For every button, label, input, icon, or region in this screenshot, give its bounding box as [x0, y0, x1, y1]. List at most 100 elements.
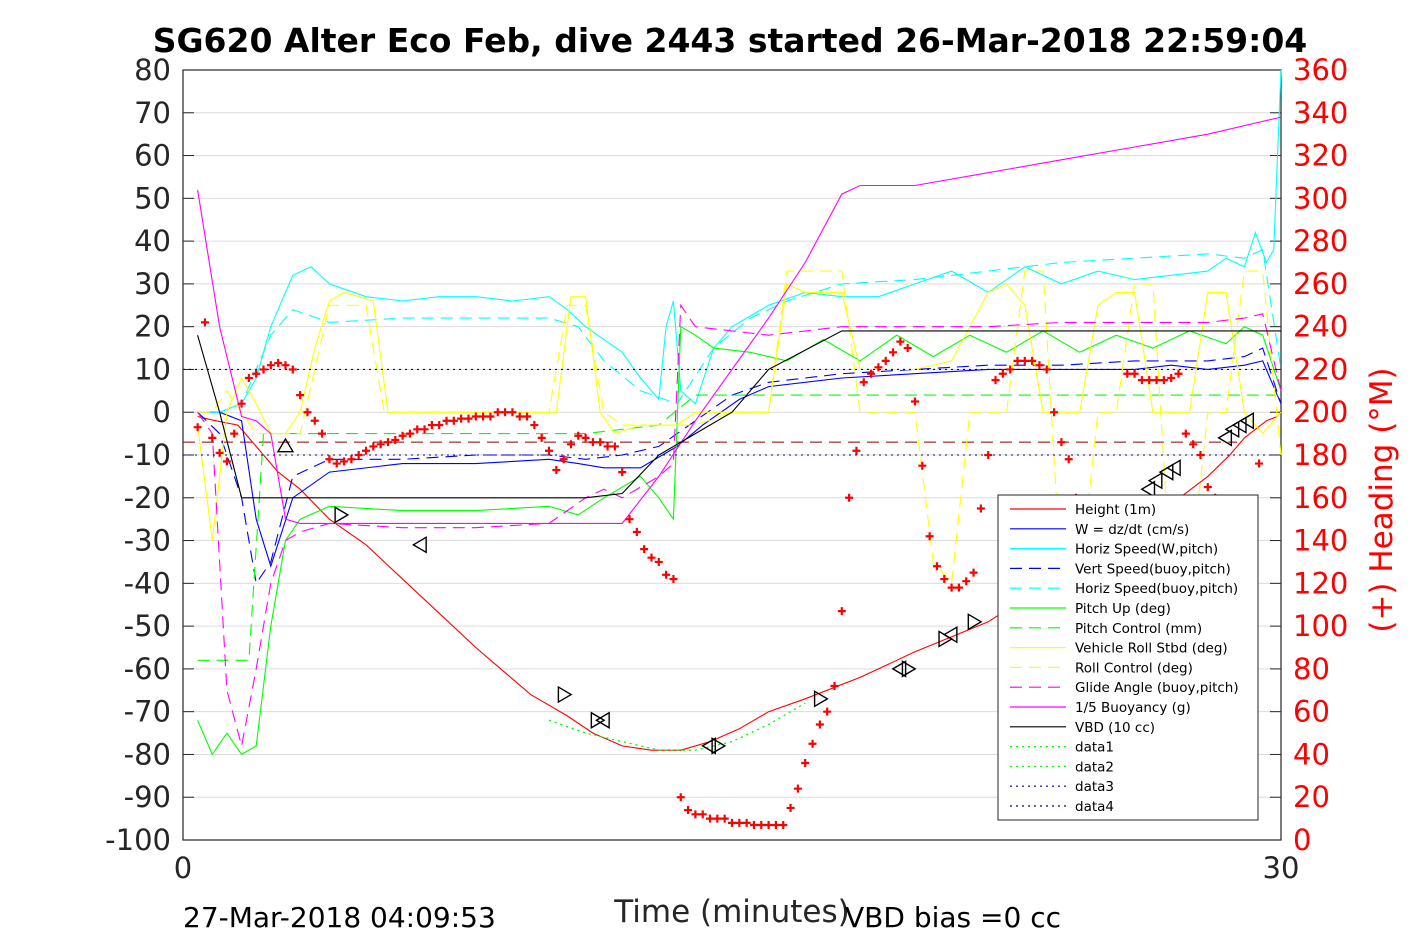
legend-label-14: data3: [1075, 779, 1114, 795]
series-line-0: [197, 411, 1282, 751]
heading-point: [266, 361, 275, 370]
heading-point: [728, 818, 736, 827]
heading-point: [581, 433, 590, 442]
heading-point: [325, 455, 334, 464]
y-right-tick-label: 40: [1293, 737, 1330, 771]
y-right-tick-label: 0: [1293, 823, 1311, 857]
heading-point: [976, 504, 985, 513]
heading-point: [208, 433, 217, 442]
heading-point: [296, 391, 305, 400]
triangle-marker: [901, 660, 917, 678]
legend-label-6: Pitch Control (mm): [1075, 621, 1202, 637]
heading-point: [1167, 374, 1176, 382]
x-tick-label: 30: [1263, 851, 1300, 885]
heading-point: [442, 416, 451, 425]
heading-point: [574, 431, 583, 440]
heading-point: [1181, 429, 1190, 438]
y-tick-label: -50: [124, 609, 171, 643]
heading-point: [706, 814, 715, 823]
heading-point: [720, 814, 729, 823]
heading-point: [596, 438, 605, 447]
heading-point: [925, 532, 934, 541]
heading-point: [449, 416, 458, 425]
heading-point: [420, 425, 429, 434]
y-tick-label: -70: [124, 695, 171, 729]
heading-point: [1196, 451, 1205, 459]
heading-point: [669, 575, 678, 584]
left-y-tick-labels: 80 70 60 50 40 30 20 10 0 -10 -20 -30 -40 -50 -60 -70 -8…: [105, 53, 171, 857]
x-tick-labels: 0 30: [174, 851, 1300, 885]
triangle-marker: [1231, 416, 1247, 434]
heading-point: [244, 374, 253, 382]
legend-label-11: VBD (10 cc): [1075, 720, 1155, 736]
heading-point: [1050, 408, 1059, 417]
heading-point: [559, 455, 568, 464]
heading-point: [427, 421, 436, 430]
y-right-tick-label: 200: [1293, 395, 1348, 429]
series-line-1: [197, 360, 1282, 569]
heading-point: [625, 515, 634, 524]
heading-point: [640, 545, 649, 554]
legend: Height (1m) W = dz/dt (cm/s) Horiz Speed(W…: [997, 494, 1259, 821]
heading-point: [757, 821, 766, 830]
legend-label-7: Vehicle Roll Stbd (deg): [1075, 641, 1228, 657]
y-tick-label: 20: [134, 310, 171, 344]
heading-point: [735, 818, 744, 827]
heading-point: [903, 344, 912, 353]
legend-label-9: Glide Angle (buoy,pitch): [1075, 680, 1239, 696]
footer-timestamp: 27-Mar-2018 04:09:53: [183, 901, 496, 934]
heading-point: [332, 459, 341, 468]
legend-label-12: data1: [1075, 740, 1114, 756]
heading-point: [830, 682, 839, 690]
y-tick-label: 30: [134, 267, 171, 301]
heading-point: [1028, 356, 1037, 365]
series-line-12: [548, 702, 806, 751]
heading-point: [815, 720, 824, 729]
series-line-3: [197, 347, 1282, 585]
triangle-marker: [891, 660, 907, 678]
heading-point: [969, 568, 978, 577]
series-line-10: [197, 116, 1282, 524]
heading-point: [259, 365, 268, 374]
heading-point: [932, 562, 941, 571]
heading-point: [347, 455, 356, 464]
series-line-5: [197, 325, 1282, 756]
heading-point: [771, 821, 780, 830]
y-tick-label: -60: [124, 652, 171, 686]
footer-vbd-bias: VBD bias =0 cc: [845, 901, 1061, 934]
triangle-marker: [276, 437, 295, 453]
y-tick-label: -100: [105, 823, 171, 857]
series-line-11: [197, 330, 1281, 499]
heading-point: [1152, 376, 1161, 385]
triangle-marker: [557, 685, 573, 704]
y-tick-label: -40: [124, 566, 171, 600]
heading-point: [742, 818, 751, 827]
legend-label-8: Roll Control (deg): [1075, 660, 1193, 676]
heading-point: [1042, 365, 1051, 374]
heading-point: [274, 359, 283, 368]
heading-point: [984, 451, 993, 459]
heading-point: [808, 739, 817, 748]
y-right-tick-label: 320: [1293, 139, 1348, 173]
series-line-8: [197, 270, 1282, 585]
heading-point: [998, 369, 1007, 378]
triangle-marker: [711, 737, 727, 755]
triangle-marker: [590, 711, 606, 729]
heading-point: [383, 438, 392, 447]
triangle-marker: [1140, 480, 1156, 498]
heading-point: [230, 429, 239, 438]
heading-point: [801, 759, 810, 767]
heading-point: [823, 707, 832, 716]
heading-point: [479, 412, 488, 421]
heading-point: [618, 468, 627, 477]
y-right-tick-label: 20: [1293, 780, 1330, 814]
heading-point: [610, 442, 619, 451]
heading-point: [303, 408, 312, 417]
heading-point: [537, 433, 546, 442]
y-right-tick-label: 260: [1293, 267, 1348, 301]
x-axis-label: Time (minutes): [613, 894, 849, 930]
triangle-marker: [334, 506, 350, 524]
legend-label-4: Horiz Speed(buoy,pitch): [1075, 581, 1238, 597]
triangle-marker: [1147, 471, 1163, 490]
y-right-tick-label: 300: [1293, 181, 1348, 215]
